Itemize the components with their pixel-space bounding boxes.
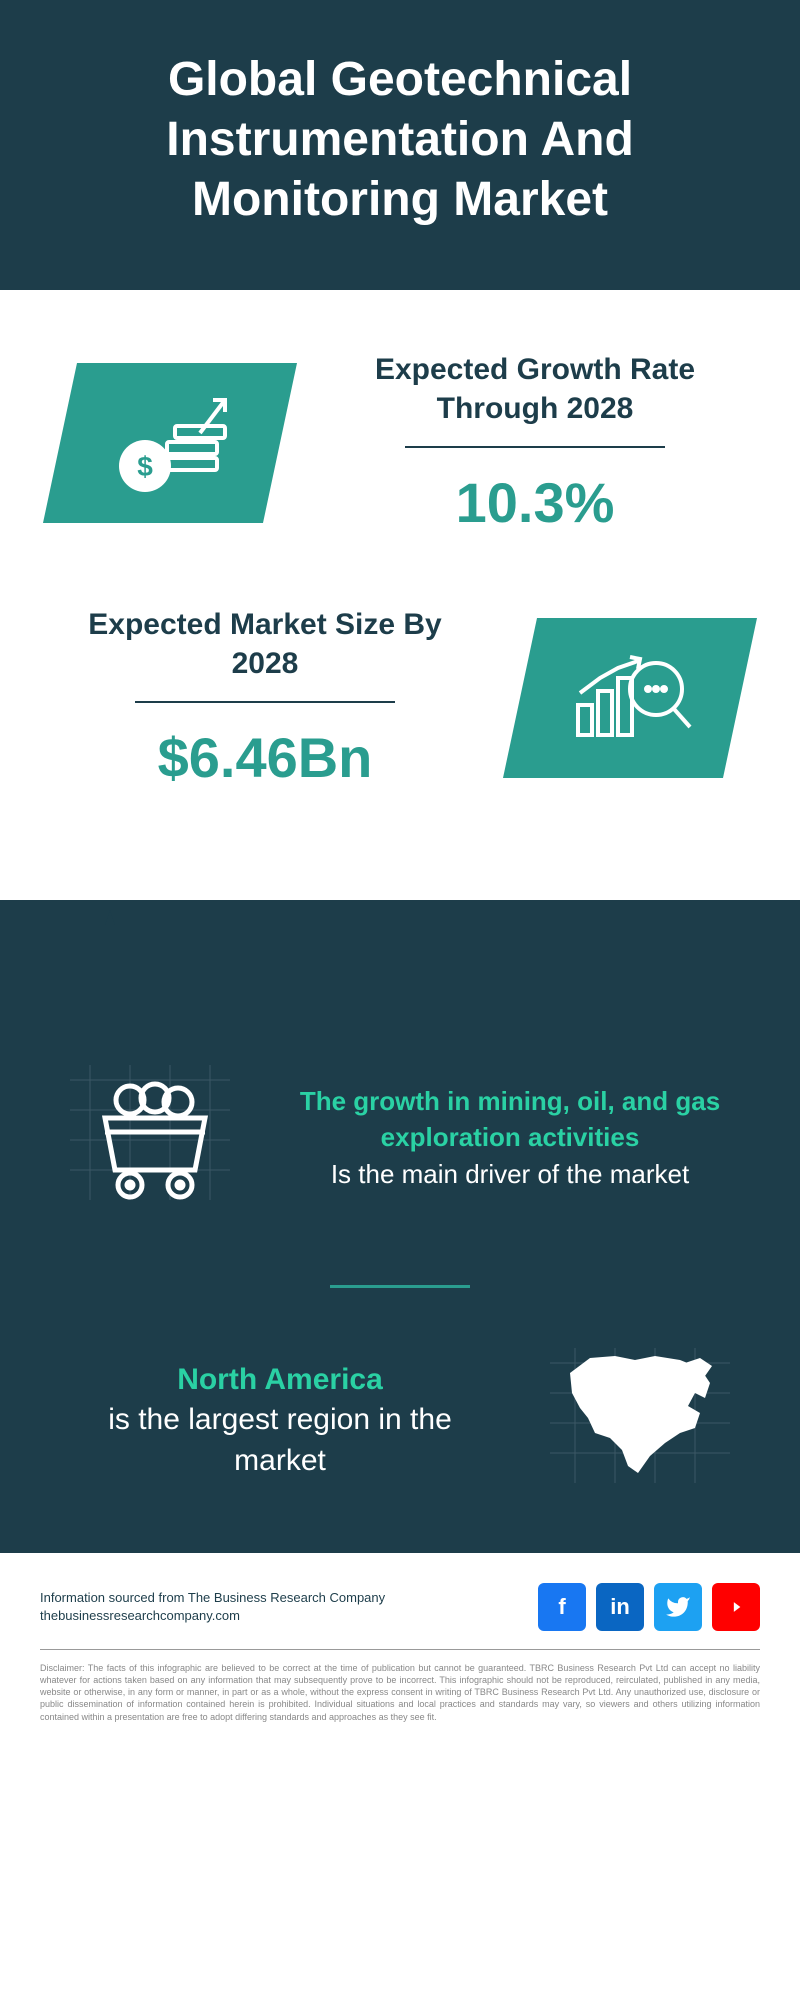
driver-row: The growth in mining, oil, and gas explo…	[0, 1030, 800, 1265]
market-size-value: $6.46Bn	[60, 725, 470, 790]
section-separator	[330, 1285, 470, 1288]
growth-icon-box: $	[60, 363, 280, 523]
disclaimer-text: Disclaimer: The facts of this infographi…	[40, 1662, 760, 1723]
driver-text: The growth in mining, oil, and gas explo…	[280, 1083, 740, 1192]
facebook-icon[interactable]: f	[538, 1583, 586, 1631]
north-america-map-icon	[540, 1338, 740, 1503]
money-growth-icon: $	[105, 388, 235, 498]
footer-divider	[40, 1649, 760, 1650]
region-rest: is the largest region in the market	[108, 1403, 452, 1477]
stat-growth-rate: $ Expected Growth Rate Through 2028 10.3…	[60, 350, 740, 535]
source-attribution: Information sourced from The Business Re…	[40, 1589, 385, 1625]
skyline-graphic	[0, 900, 800, 1030]
growth-rate-label: Expected Growth Rate Through 2028	[330, 350, 740, 428]
mining-cart-icon	[60, 1060, 240, 1215]
dark-section: The growth in mining, oil, and gas explo…	[0, 900, 800, 1553]
social-links: f in	[538, 1583, 760, 1631]
chart-magnify-icon	[560, 643, 700, 753]
driver-highlight: The growth in mining, oil, and gas explo…	[300, 1086, 720, 1152]
stats-section: $ Expected Growth Rate Through 2028 10.3…	[0, 290, 800, 900]
header-banner: Global Geotechnical Instrumentation And …	[0, 0, 800, 290]
linkedin-icon[interactable]: in	[596, 1583, 644, 1631]
region-highlight: North America	[177, 1363, 383, 1396]
growth-rate-value: 10.3%	[330, 470, 740, 535]
analysis-icon-box	[520, 618, 740, 778]
divider	[405, 446, 665, 448]
driver-rest: Is the main driver of the market	[331, 1159, 689, 1189]
source-line-2: thebusinessresearchcompany.com	[40, 1607, 385, 1625]
region-text: North America is the largest region in t…	[60, 1360, 500, 1482]
footer: Information sourced from The Business Re…	[0, 1553, 800, 1743]
divider	[135, 701, 395, 703]
youtube-icon[interactable]	[712, 1583, 760, 1631]
svg-text:$: $	[137, 451, 153, 482]
stat-market-size: Expected Market Size By 2028 $6.46Bn	[60, 605, 740, 790]
page-title: Global Geotechnical Instrumentation And …	[40, 50, 760, 230]
region-row: North America is the largest region in t…	[0, 1338, 800, 1503]
source-line-1: Information sourced from The Business Re…	[40, 1589, 385, 1607]
twitter-icon[interactable]	[654, 1583, 702, 1631]
market-size-label: Expected Market Size By 2028	[60, 605, 470, 683]
